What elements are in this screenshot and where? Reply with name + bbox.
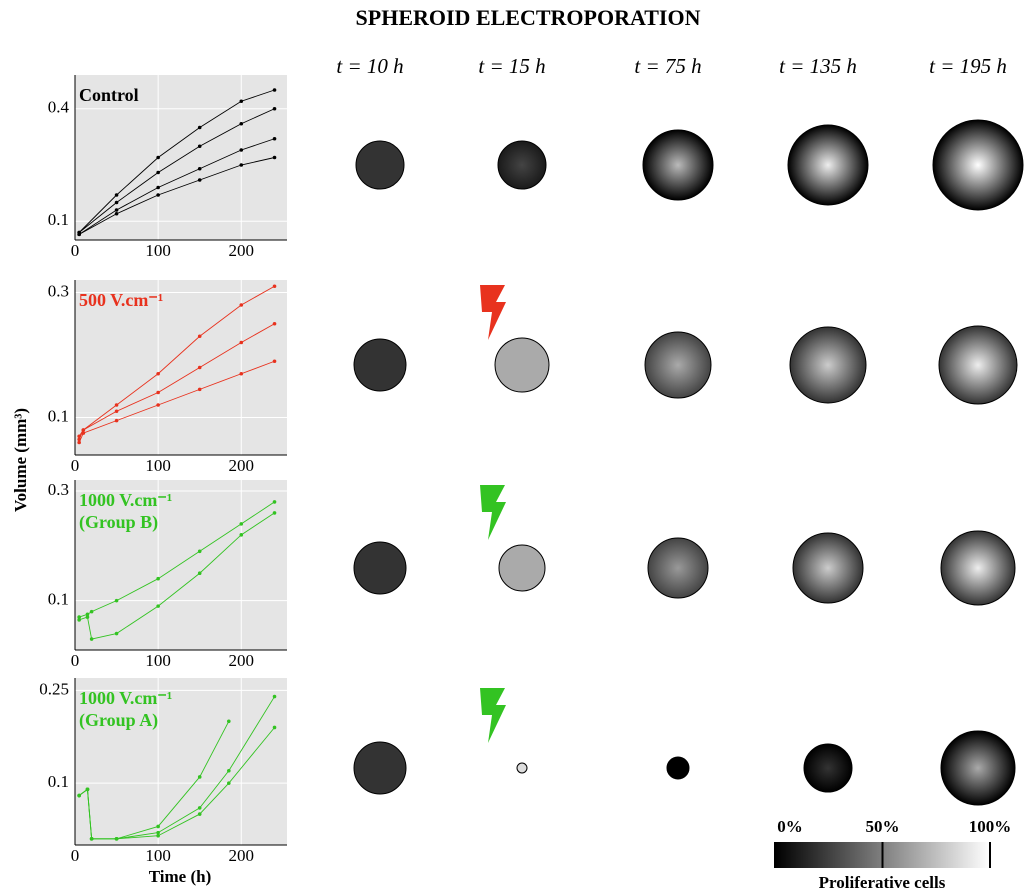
x-tick-label: 0 <box>71 846 80 865</box>
spheroid <box>803 743 853 793</box>
y-tick-label: 0.3 <box>48 480 69 499</box>
x-tick-label: 100 <box>145 241 171 260</box>
panel-label: 1000 V.cm⁻¹ <box>79 490 172 510</box>
x-axis-label: Time (h) <box>149 867 212 886</box>
spheroid <box>355 140 405 190</box>
lightning <box>480 688 506 743</box>
spheroid <box>644 331 712 399</box>
panel-label: 1000 V.cm⁻¹ <box>79 688 172 708</box>
panel-label: Control <box>79 85 139 105</box>
lightning-icons <box>480 285 506 743</box>
time-header: t = 15 h <box>478 54 545 78</box>
plot-background <box>75 678 287 845</box>
panel-label: (Group B) <box>79 512 158 533</box>
spheroid <box>938 325 1018 405</box>
spheroid <box>940 730 1016 806</box>
spheroid <box>642 129 714 201</box>
spheroid <box>498 544 546 592</box>
figure-title: SPHEROID ELECTROPORATION <box>356 5 701 30</box>
colorbar-tick-label: 50% <box>866 817 900 836</box>
plot-background <box>75 480 287 650</box>
colorbar-label: Proliferative cells <box>819 873 946 892</box>
colorbar-tick-label: 100% <box>969 817 1012 836</box>
time-header: t = 75 h <box>634 54 701 78</box>
panel-label: 500 V.cm⁻¹ <box>79 290 163 310</box>
time-header: t = 195 h <box>929 54 1007 78</box>
spheroid <box>494 337 550 393</box>
series-line <box>78 108 275 233</box>
x-tick-label: 0 <box>71 651 80 670</box>
plot-background <box>75 75 287 240</box>
y-tick-label: 0.25 <box>39 679 69 698</box>
spheroid <box>792 532 864 604</box>
time-header: t = 10 h <box>336 54 403 78</box>
series-line <box>78 138 275 235</box>
x-tick-label: 0 <box>71 456 80 475</box>
series-line <box>78 157 275 235</box>
lightning <box>480 485 506 540</box>
colorbar-tick-label: 0% <box>777 817 803 836</box>
time-header: t = 135 h <box>779 54 857 78</box>
panel-label: (Group A) <box>79 710 158 731</box>
x-tick-label: 200 <box>229 241 255 260</box>
spheroid <box>497 140 547 190</box>
spheroid <box>940 530 1016 606</box>
spheroid <box>353 741 407 795</box>
spheroid <box>789 326 867 404</box>
x-tick-label: 0 <box>71 241 80 260</box>
spheroid <box>787 124 869 206</box>
y-tick-label: 0.1 <box>48 590 69 609</box>
x-tick-label: 200 <box>229 456 255 475</box>
spheroid <box>666 756 690 780</box>
spheroid <box>516 762 528 774</box>
y-tick-label: 0.3 <box>48 281 69 300</box>
series-line <box>78 360 275 443</box>
series-line <box>78 727 275 840</box>
x-tick-label: 100 <box>145 846 171 865</box>
spheroid <box>353 541 407 595</box>
x-tick-label: 200 <box>229 651 255 670</box>
spheroid <box>353 338 407 392</box>
spheroid <box>647 537 709 599</box>
x-tick-label: 200 <box>229 846 255 865</box>
x-tick-label: 100 <box>145 456 171 475</box>
y-tick-label: 0.1 <box>48 772 69 791</box>
y-tick-label: 0.1 <box>48 210 69 229</box>
series-line <box>79 512 275 640</box>
y-tick-label: 0.1 <box>48 406 69 425</box>
series-line <box>78 89 275 233</box>
series-line <box>78 323 275 440</box>
plot-background <box>75 280 287 455</box>
series-line <box>79 501 275 618</box>
lightning <box>480 285 506 340</box>
spheroid <box>932 119 1024 211</box>
x-tick-label: 100 <box>145 651 171 670</box>
y-tick-label: 0.4 <box>48 98 70 117</box>
y-axis-label: Volume (mm³) <box>11 408 30 512</box>
